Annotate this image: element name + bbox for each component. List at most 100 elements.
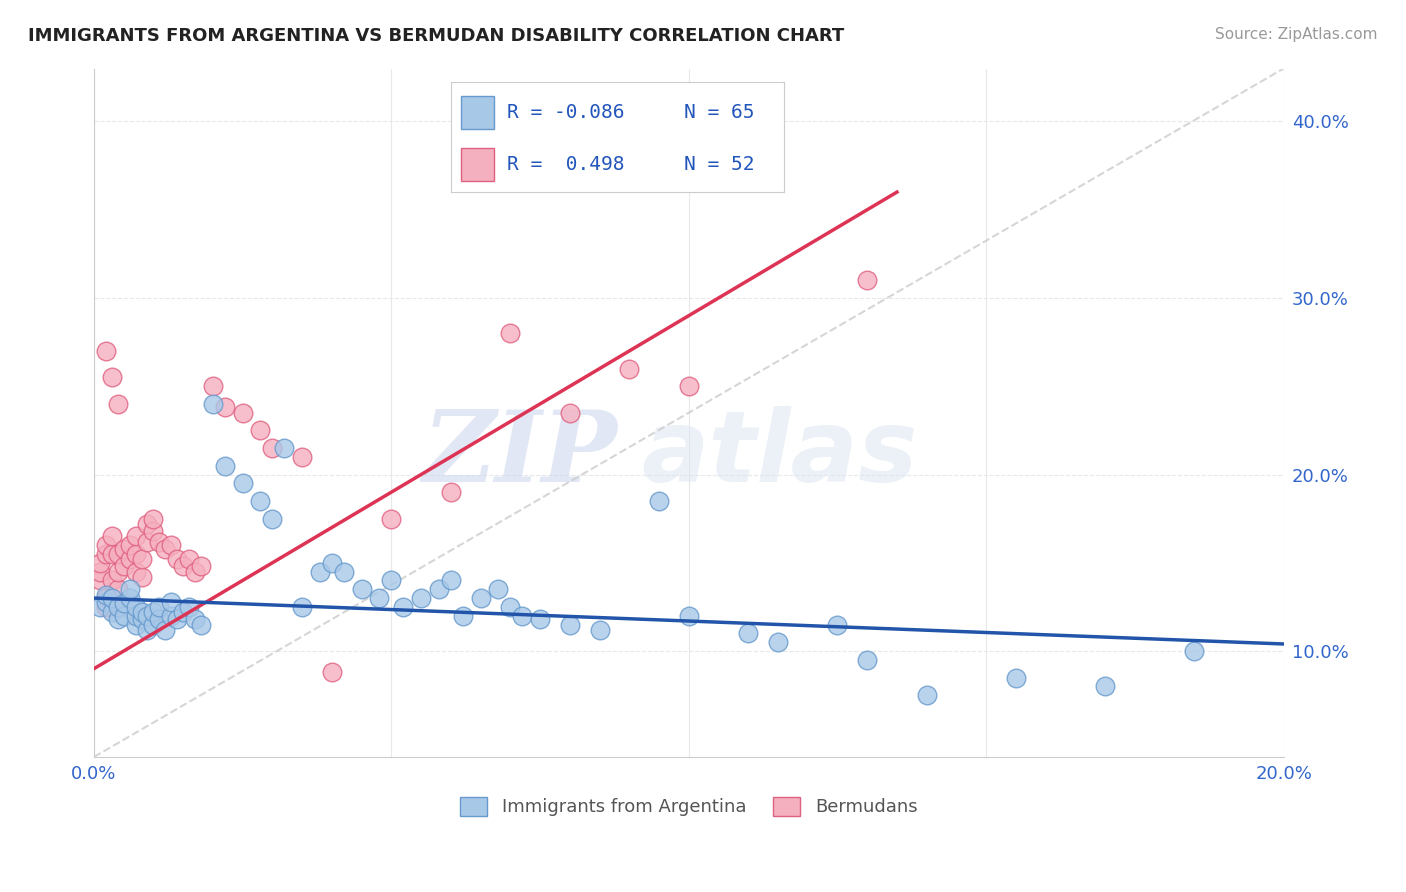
Text: ZIP: ZIP [422, 406, 617, 502]
Point [440, 485, 463, 500]
Point [89, 599, 111, 614]
Point [142, 511, 165, 525]
Point [392, 599, 415, 614]
Point [273, 441, 295, 455]
Point [529, 612, 551, 626]
Point [177, 552, 200, 566]
Point [184, 612, 207, 626]
Point [136, 516, 159, 531]
Point [94, 594, 117, 608]
Point [172, 605, 194, 619]
Point [136, 534, 159, 549]
Point [107, 547, 129, 561]
Point [558, 406, 581, 420]
Point [249, 423, 271, 437]
Point [100, 591, 122, 605]
Point [451, 608, 474, 623]
Point [131, 552, 153, 566]
Point [915, 688, 938, 702]
Point [166, 552, 188, 566]
Point [136, 623, 159, 637]
Point [427, 582, 450, 597]
Point [499, 326, 522, 341]
Point [124, 617, 146, 632]
Point [155, 541, 177, 556]
Point [89, 574, 111, 588]
Point [131, 612, 153, 626]
Point [118, 552, 141, 566]
Point [201, 379, 224, 393]
Point [94, 538, 117, 552]
Point [107, 565, 129, 579]
Point [214, 458, 236, 473]
Point [190, 559, 212, 574]
Point [89, 556, 111, 570]
Point [112, 541, 135, 556]
Point [409, 591, 432, 605]
Point [131, 605, 153, 619]
Point [148, 534, 170, 549]
Point [160, 538, 183, 552]
Point [1005, 671, 1028, 685]
Point [309, 565, 332, 579]
Point [184, 565, 207, 579]
Point [112, 559, 135, 574]
Point [94, 599, 117, 614]
Point [131, 570, 153, 584]
Point [100, 547, 122, 561]
Point [856, 273, 879, 287]
Point [588, 623, 610, 637]
Text: atlas: atlas [641, 406, 918, 502]
Point [100, 599, 122, 614]
Legend: Immigrants from Argentina, Bermudans: Immigrants from Argentina, Bermudans [453, 789, 925, 823]
Point [160, 594, 183, 608]
Point [648, 494, 671, 508]
Point [856, 653, 879, 667]
Point [766, 635, 789, 649]
Point [124, 547, 146, 561]
Point [107, 599, 129, 614]
Point [332, 565, 354, 579]
Point [112, 596, 135, 610]
Point [94, 588, 117, 602]
Point [380, 511, 402, 525]
Point [232, 476, 254, 491]
Point [107, 612, 129, 626]
Point [321, 556, 343, 570]
Point [100, 529, 122, 543]
Point [155, 623, 177, 637]
Point [142, 605, 165, 619]
Point [94, 591, 117, 605]
Point [827, 617, 849, 632]
Point [1094, 679, 1116, 693]
Point [262, 511, 284, 525]
Point [368, 591, 391, 605]
Point [737, 626, 759, 640]
Point [94, 343, 117, 358]
Text: Source: ZipAtlas.com: Source: ZipAtlas.com [1215, 27, 1378, 42]
Text: IMMIGRANTS FROM ARGENTINA VS BERMUDAN DISABILITY CORRELATION CHART: IMMIGRANTS FROM ARGENTINA VS BERMUDAN DI… [28, 27, 845, 45]
Point [321, 665, 343, 680]
Point [558, 617, 581, 632]
Point [1182, 644, 1205, 658]
Point [107, 582, 129, 597]
Point [124, 599, 146, 614]
Point [232, 406, 254, 420]
Point [160, 608, 183, 623]
Point [177, 599, 200, 614]
Point [124, 529, 146, 543]
Point [112, 608, 135, 623]
Point [678, 608, 700, 623]
Point [190, 617, 212, 632]
Point [510, 608, 533, 623]
Point [100, 574, 122, 588]
Point [166, 612, 188, 626]
Point [440, 574, 463, 588]
Point [118, 582, 141, 597]
Point [619, 361, 641, 376]
Point [148, 599, 170, 614]
Point [172, 559, 194, 574]
Point [486, 582, 509, 597]
Point [678, 379, 700, 393]
Point [142, 524, 165, 538]
